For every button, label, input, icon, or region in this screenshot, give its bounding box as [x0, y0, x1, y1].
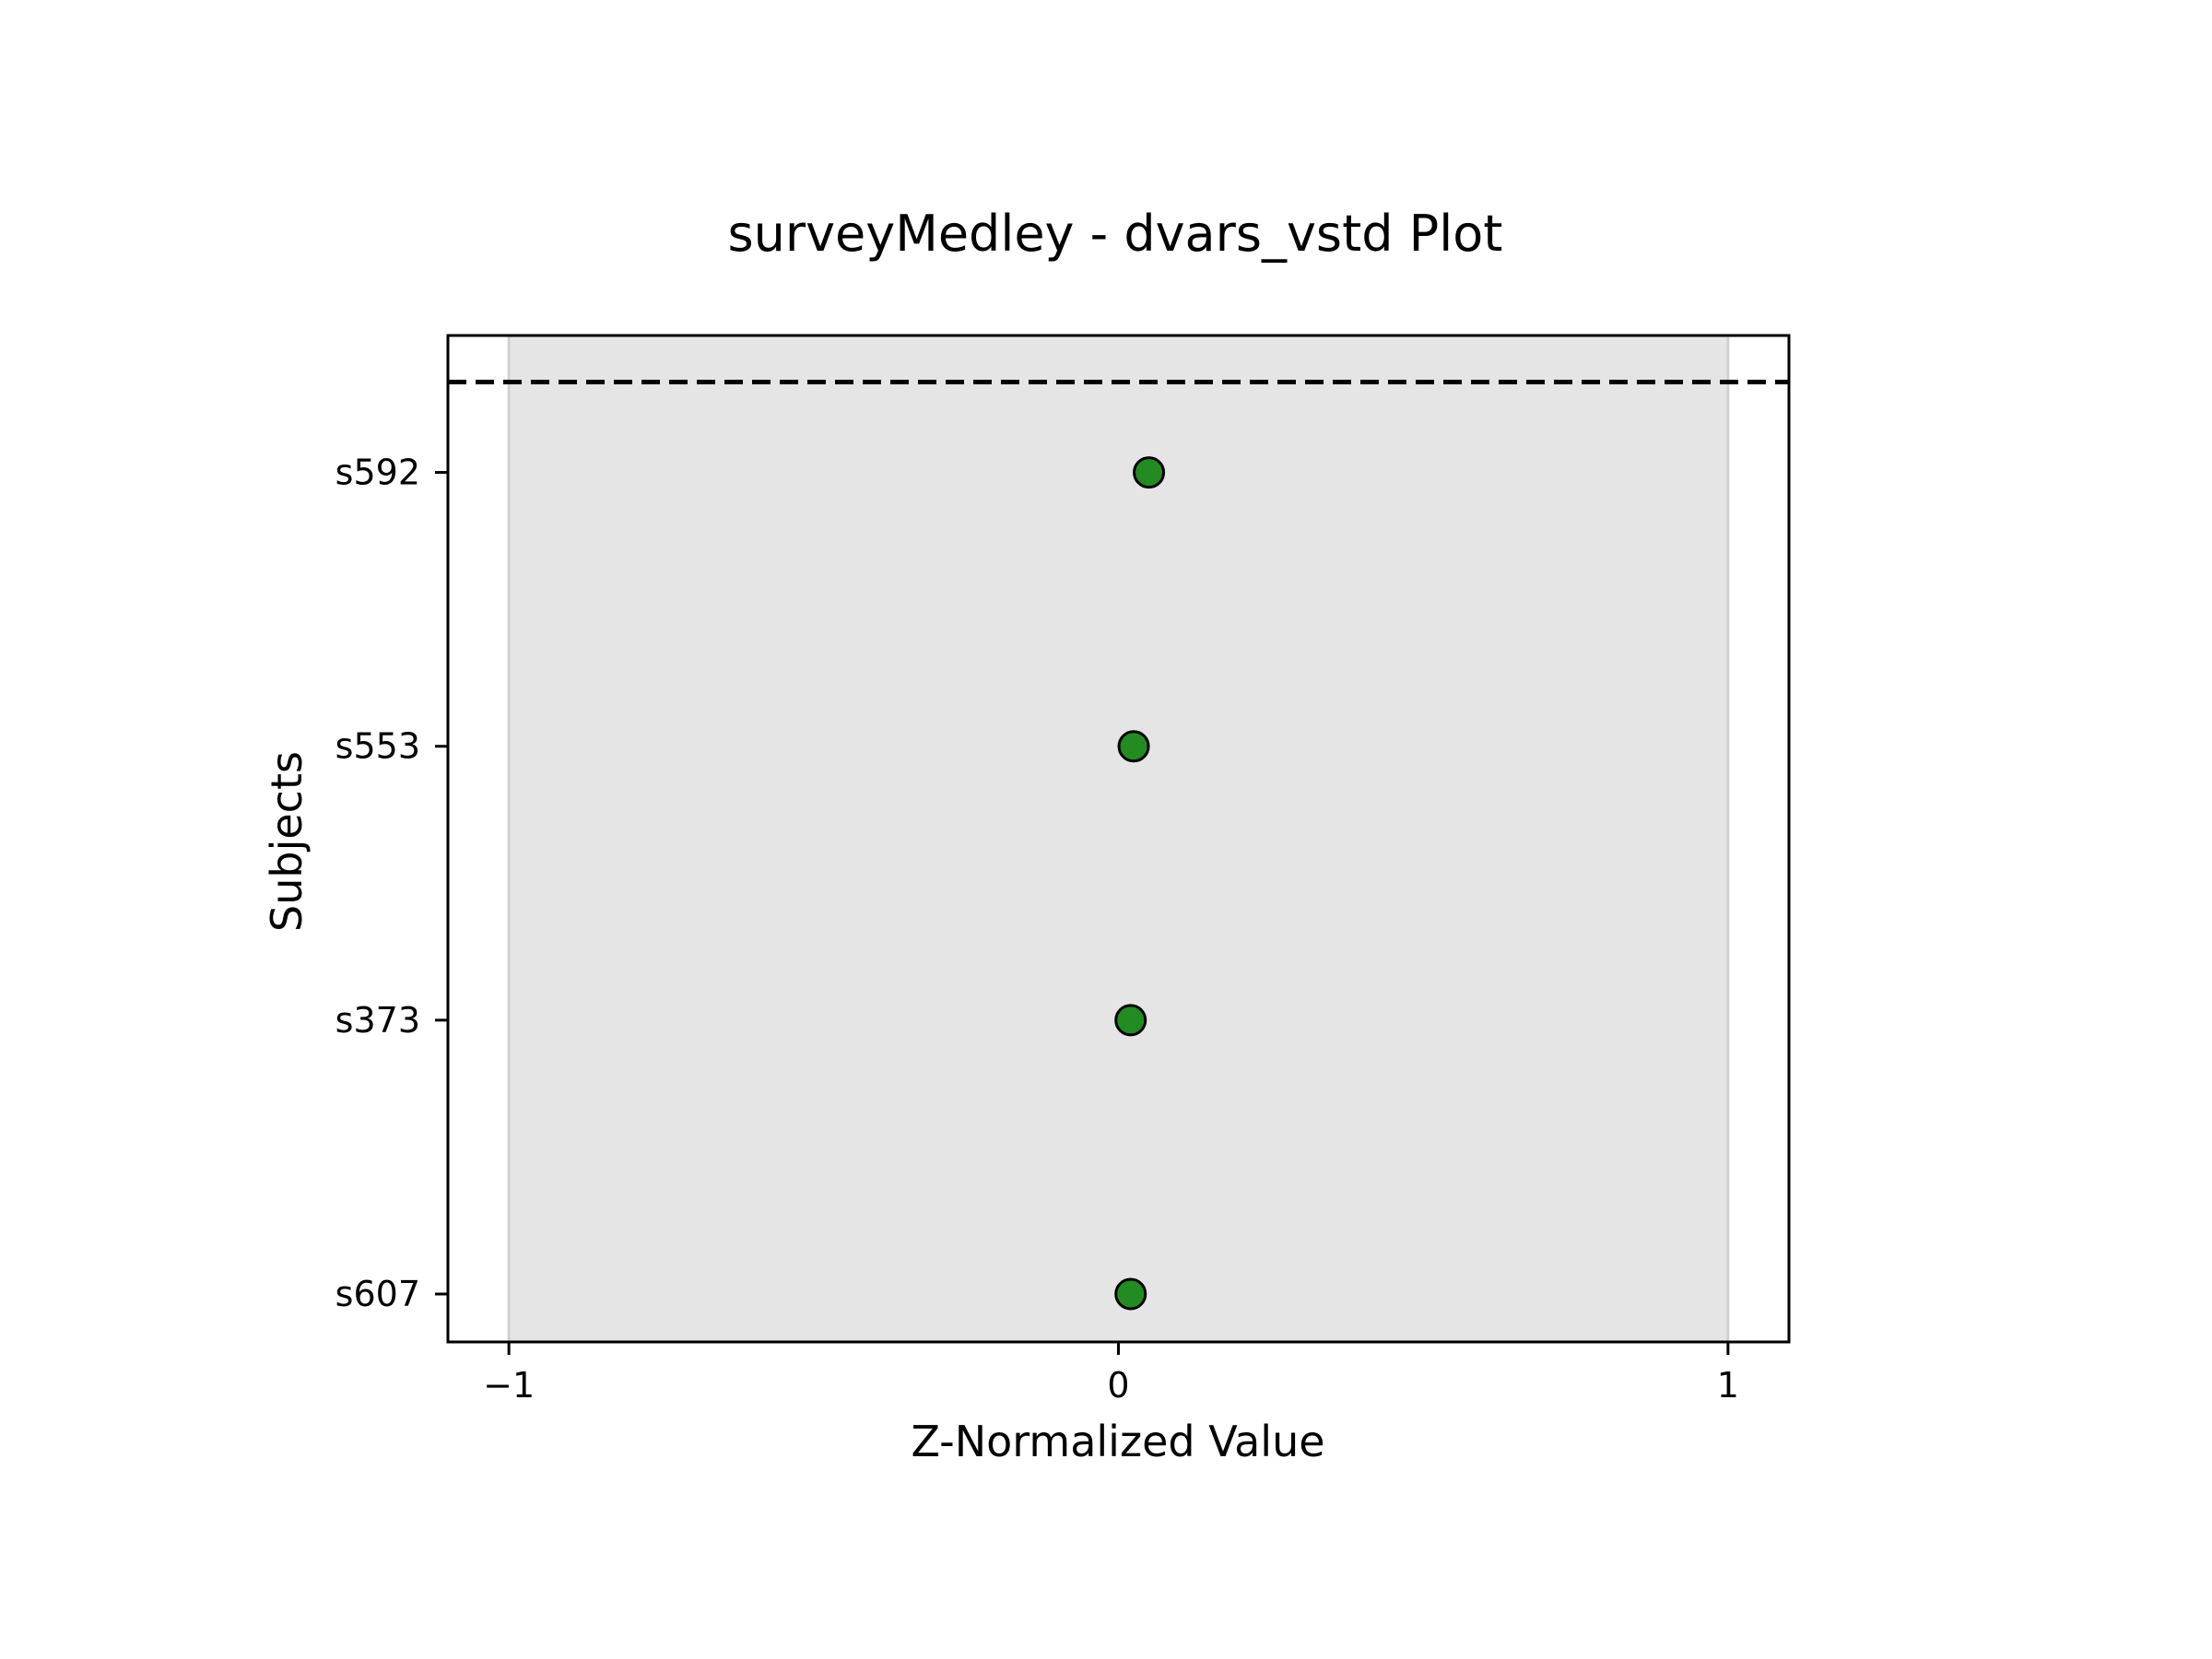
- x-tick-label: 0: [1107, 1365, 1129, 1406]
- data-point-s373: [1114, 1004, 1147, 1037]
- plot-area: −1 0 1 s607 s373 s553 s592: [335, 334, 1791, 1406]
- data-point-s592: [1133, 456, 1166, 489]
- shaded-band: [509, 335, 1728, 1342]
- x-tick-label: −1: [483, 1365, 535, 1406]
- y-tick-label: s373: [335, 1000, 420, 1041]
- x-tick-label: 1: [1717, 1365, 1739, 1406]
- data-point-s607: [1114, 1277, 1147, 1311]
- y-tick-label: s553: [335, 726, 420, 767]
- y-axis-label: Subjects: [262, 751, 312, 932]
- x-axis-label: Z-Normalized Value: [911, 1417, 1324, 1466]
- y-tick-label: s592: [335, 453, 420, 493]
- data-point-s553: [1117, 730, 1150, 763]
- chart-title: surveyMedley - dvars_vstd Plot: [728, 205, 1503, 263]
- y-tick-label: s607: [335, 1274, 420, 1314]
